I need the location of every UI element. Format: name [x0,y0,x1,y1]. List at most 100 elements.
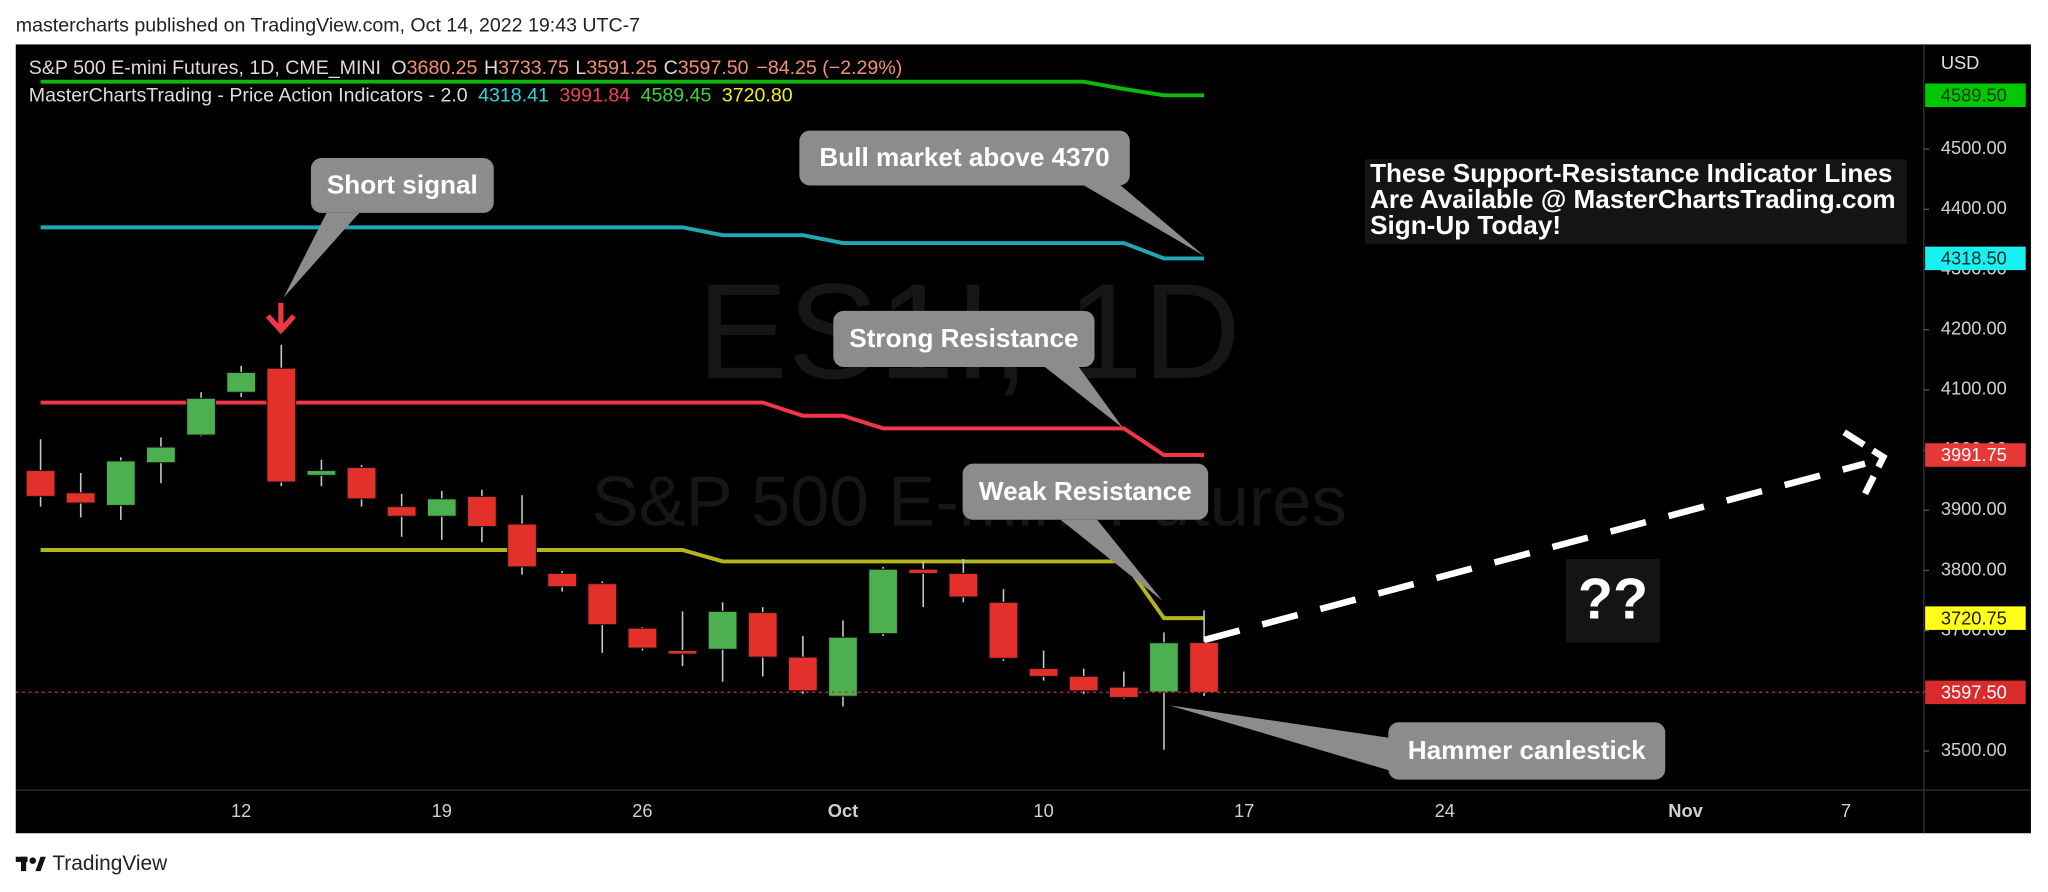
candle-body [747,612,778,658]
candle-body [1028,668,1059,677]
x-tick-label: 17 [1234,800,1254,821]
legend-symbol-line: S&P 500 E-mini Futures, 1D, CME_MINI O368… [29,57,902,79]
price-label: 4318.50 [1941,248,2007,269]
price-label-box [1925,606,2026,630]
projection-arrow [1203,460,1866,644]
callout-box [962,463,1209,520]
x-tick-label: 7 [1841,800,1851,821]
price-label-box [1925,443,2026,467]
x-tick-label: 12 [231,800,251,821]
note-box [1364,159,1907,245]
legend-indicator-value: 4589.45 [641,85,712,107]
candle-body [105,460,136,506]
y-tick-label: 4100.00 [1941,378,2007,399]
legend-change: −84.25 (−2.29%) [756,57,902,79]
brand: TradingView [52,852,168,875]
published-line: mastercharts published on TradingView.co… [16,14,640,36]
candle-body [426,498,457,517]
price-label: 3597.50 [1941,681,2007,702]
legend-indicator-line: MasterChartsTrading - Price Action Indic… [29,85,793,107]
callout-box [799,130,1130,186]
legend-key: O [391,57,406,79]
price-label-box [1925,246,2026,271]
candle-body [627,627,658,649]
note-text: Are Available @ MasterChartsTrading.com [1370,184,1896,214]
legend-key: L [575,57,586,79]
callout-text: Strong Resistance [849,323,1078,353]
candle-body [1149,642,1179,693]
candle-body [266,367,297,483]
projection-arrowhead [1842,429,1888,496]
x-tick-label: Nov [1668,800,1703,821]
x-tick-label: 24 [1435,800,1455,821]
brand-logo [15,856,46,872]
x-tick-label: Oct [828,800,858,821]
currency: USD [1941,52,1980,73]
candle-body [868,568,898,635]
callout-pointer [1060,519,1163,601]
candle-body [306,470,337,476]
price-label: 3720.75 [1941,607,2007,628]
question: ?? [1578,568,1648,632]
candle-body [828,636,858,697]
candle-body [948,572,979,598]
price-label: 3991.75 [1941,444,2007,465]
legend-indicator: MasterChartsTrading - Price Action Indic… [29,85,468,107]
candle-body [787,656,818,692]
candle-body [65,492,96,504]
y-tick-label: 3500.00 [1941,739,2007,760]
indicator-line [40,548,1205,621]
price-label-box [1925,680,2026,705]
legend-indicator-value: 3991.84 [559,85,630,107]
indicator-line [40,79,1205,98]
candle-body [146,446,176,464]
candle-body [547,572,578,588]
indicator-line [40,400,1205,457]
candle-body [226,371,257,393]
legend-value: 3680.25 [407,57,478,79]
legend-indicator-value: 3720.80 [722,85,793,107]
candle-body [25,470,56,497]
note-text: These Support-Resistance Indicator Lines [1370,158,1892,188]
price-label-box [1925,83,2026,108]
signal-arrow [265,302,296,335]
candle-body [186,397,216,436]
price-label: 4589.50 [1941,84,2007,105]
legend-key: H [484,57,498,79]
callout-text: Weak Resistance [979,476,1192,506]
callout-text: Hammer canlestick [1408,735,1646,765]
candle-body [386,506,417,517]
note-text: Sign-Up Today! [1370,210,1561,240]
candle-body [467,495,497,528]
legend-indicator-value: 4318.41 [478,85,549,107]
candle-body [507,523,537,568]
callout-text: Short signal [327,170,478,200]
question-box [1565,558,1661,643]
y-tick-label: 4200.00 [1941,318,2007,339]
candle-body [1189,641,1219,693]
candle-body [707,610,738,650]
candle-body [1068,675,1099,692]
callout-text: Bull market above 4370 [819,142,1109,172]
x-tick-label: 10 [1033,800,1053,821]
x-tick-label: 19 [432,800,452,821]
candle-body [346,467,377,500]
y-tick-label: 3800.00 [1941,558,2007,579]
candle-body [988,601,1019,659]
legend-symbol: S&P 500 E-mini Futures, 1D, CME_MINI [29,57,381,79]
legend-value: 3597.50 [678,57,749,79]
candle-body [587,583,618,626]
candle-body [667,649,698,655]
y-tick-label: 4500.00 [1941,137,2007,158]
candle-body [1108,686,1139,698]
indicator-line [40,225,1205,261]
callout-box [833,310,1095,367]
y-tick-label: 3900.00 [1941,498,2007,519]
callout-box [1388,722,1666,780]
legend-key: C [664,57,678,79]
y-tick-label: 4400.00 [1941,197,2007,218]
x-tick-label: 26 [632,800,652,821]
legend-value: 3733.75 [498,57,569,79]
